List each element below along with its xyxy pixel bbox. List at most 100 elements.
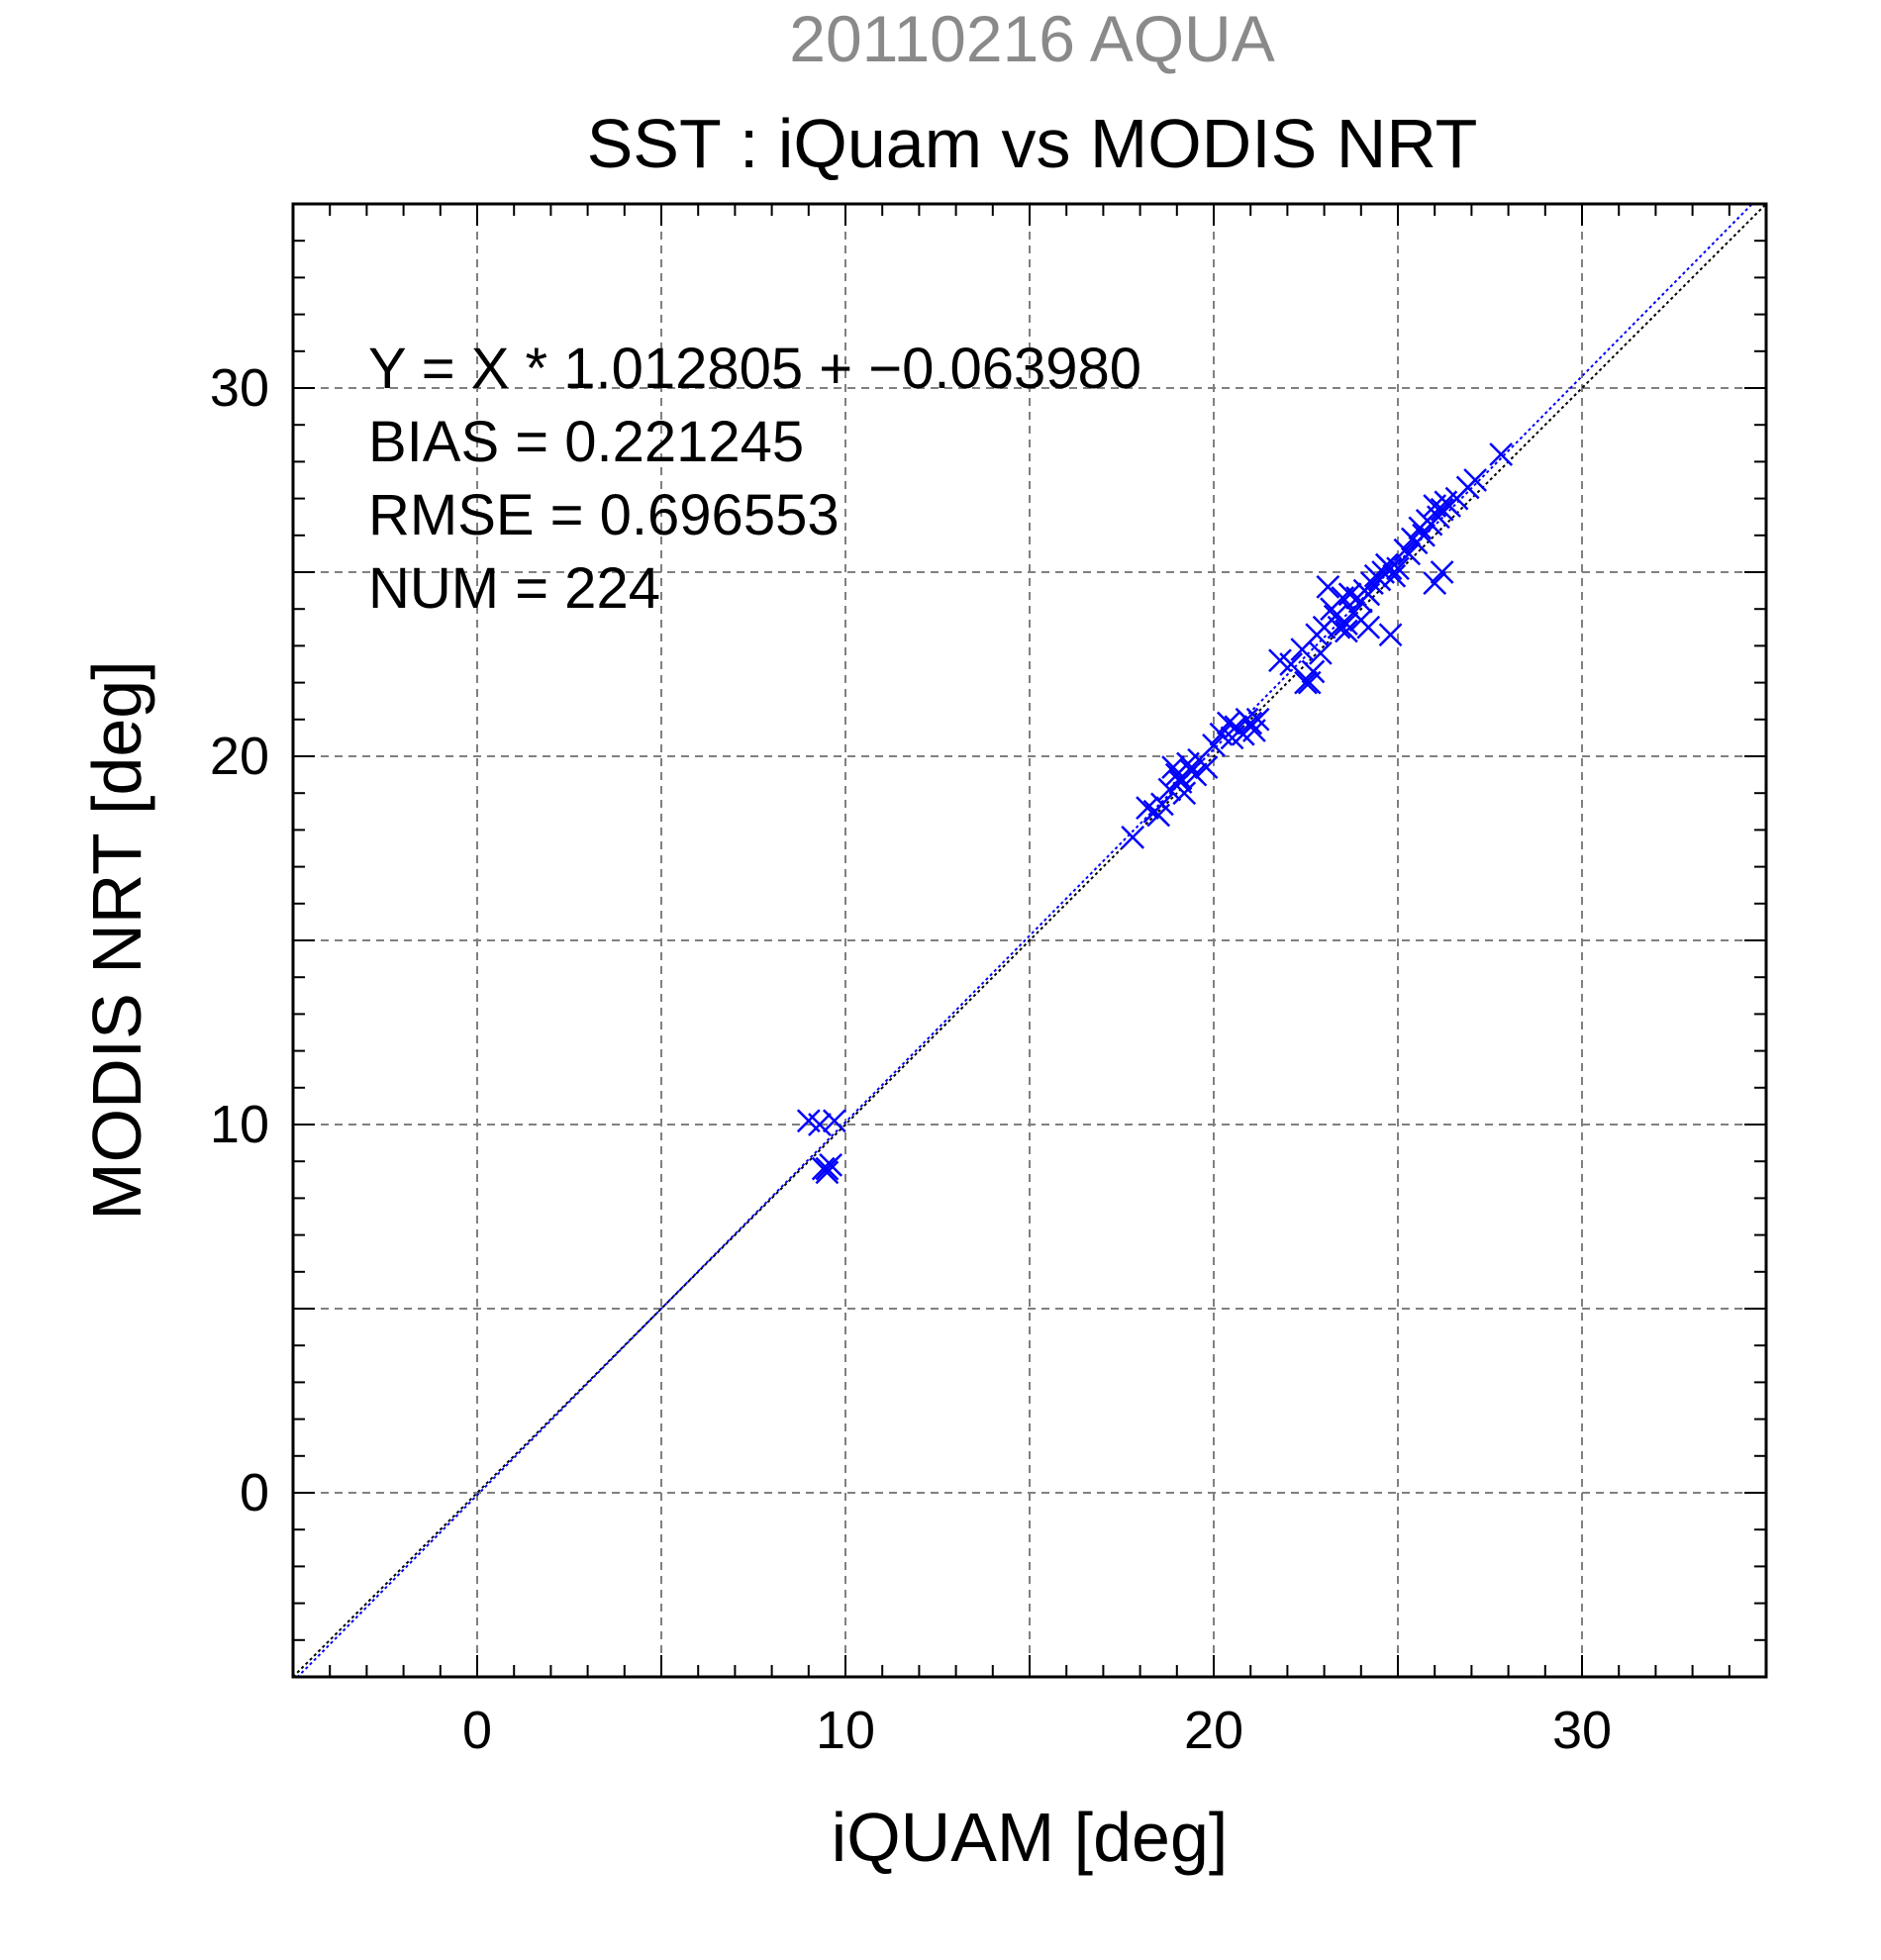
stats-annotation: Y = X * 1.012805 + −0.063980 BIAS = 0.22…: [368, 337, 1141, 621]
x-tick-label: 0: [462, 1701, 492, 1760]
data-point-stroke: [1161, 755, 1185, 780]
fit-line: [296, 204, 1754, 1677]
data-point-stroke: [1423, 571, 1447, 596]
data-point: [1216, 711, 1240, 735]
annotation-bias: BIAS = 0.221245: [368, 410, 804, 474]
data-point-stroke: [822, 1109, 846, 1133]
data-point-stroke: [1268, 648, 1292, 673]
data-point: [1382, 563, 1407, 588]
y-axis-label: MODIS NRT [deg]: [78, 660, 155, 1220]
data-point-stroke: [1308, 640, 1333, 665]
data-point: [1430, 497, 1454, 522]
data-point-stroke: [1430, 497, 1454, 522]
data-point-stroke: [1202, 733, 1226, 757]
annotation-regression: Y = X * 1.012805 + −0.063980: [368, 337, 1141, 401]
annotation-num: NUM = 224: [368, 556, 660, 621]
data-point-stroke: [1294, 670, 1318, 695]
data-point: [1423, 571, 1447, 596]
data-point-stroke: [1430, 560, 1454, 584]
data-point-stroke: [1279, 652, 1304, 676]
data-point: [1297, 670, 1322, 695]
data-point-stroke: [1121, 825, 1145, 849]
data-point-stroke: [1235, 707, 1259, 732]
x-axis-label: iQUAM [deg]: [832, 1799, 1229, 1876]
data-point: [1378, 556, 1403, 581]
chart-subtitle: 20110216 AQUA: [789, 2, 1275, 75]
data-point: [1290, 637, 1315, 662]
data-point: [1489, 442, 1514, 466]
data-point-stroke: [1316, 574, 1340, 599]
data-point: [1404, 531, 1429, 555]
data-point-stroke: [1356, 615, 1381, 639]
identity-line: [293, 204, 1766, 1677]
data-point-stroke: [808, 1113, 832, 1136]
data-point: [1242, 719, 1266, 742]
data-point: [1194, 755, 1219, 780]
y-tick-label: 20: [210, 727, 269, 786]
data-point: [1356, 615, 1381, 639]
data-point-stroke: [1220, 726, 1244, 750]
data-point-stroke: [1397, 541, 1422, 566]
data-point-stroke: [1378, 623, 1403, 647]
data-point: [808, 1113, 832, 1136]
data-point: [1172, 781, 1197, 806]
data-point-stroke: [1335, 619, 1358, 643]
data-point: [1308, 640, 1333, 665]
data-point-stroke: [1183, 762, 1208, 787]
data-point-stroke: [1216, 711, 1240, 735]
data-point: [1335, 619, 1358, 643]
data-point-stroke: [1463, 468, 1488, 492]
y-tick-label: 10: [210, 1095, 269, 1154]
data-point: [822, 1109, 846, 1133]
data-point: [1419, 512, 1443, 537]
data-point-stroke: [1297, 670, 1322, 695]
data-point-stroke: [1209, 722, 1234, 746]
data-point: [1279, 652, 1304, 676]
data-point: [1183, 762, 1208, 787]
data-point-stroke: [1290, 637, 1315, 662]
data-point-stroke: [1404, 531, 1429, 555]
data-point-stroke: [1386, 556, 1410, 581]
x-tick-label: 20: [1184, 1701, 1243, 1760]
data-point: [1168, 766, 1193, 791]
data-point-stroke: [1136, 796, 1159, 820]
data-point: [1378, 623, 1403, 647]
data-point: [1397, 541, 1422, 566]
data-point-stroke: [1146, 803, 1171, 828]
data-point: [1146, 803, 1171, 828]
data-point: [1121, 825, 1145, 849]
data-point-stroke: [819, 1153, 843, 1177]
data-point: [1430, 560, 1454, 584]
data-point: [1335, 612, 1358, 636]
data-point: [1463, 468, 1488, 492]
y-tick-label: 30: [210, 358, 269, 418]
data-point-stroke: [1419, 512, 1443, 537]
data-point-stroke: [1323, 604, 1347, 629]
data-point: [815, 1160, 840, 1185]
data-point: [1220, 726, 1244, 750]
data-point: [1136, 796, 1159, 820]
data-point: [1316, 574, 1340, 599]
data-point-stroke: [1382, 563, 1407, 588]
y-tick-label: 0: [240, 1463, 269, 1522]
data-point-stroke: [1489, 442, 1514, 466]
data-point: [1235, 707, 1259, 732]
data-point-stroke: [1242, 719, 1266, 742]
data-point: [1337, 582, 1362, 607]
annotation-rmse: RMSE = 0.696553: [368, 483, 840, 547]
data-point-stroke: [1168, 766, 1193, 791]
data-point-stroke: [1378, 556, 1403, 581]
x-tick-label: 30: [1552, 1701, 1612, 1760]
data-point: [1386, 556, 1410, 581]
data-point-stroke: [815, 1160, 840, 1185]
data-point-stroke: [1335, 612, 1358, 636]
data-point: [1294, 670, 1318, 695]
reference-lines: [293, 204, 1766, 1677]
data-point-stroke: [1194, 755, 1219, 780]
data-point: [819, 1153, 843, 1177]
data-points: [796, 442, 1514, 1185]
data-point: [1161, 755, 1185, 780]
chart-title: SST : iQuam vs MODIS NRT: [586, 105, 1478, 182]
plot-frame: [291, 202, 1768, 1679]
